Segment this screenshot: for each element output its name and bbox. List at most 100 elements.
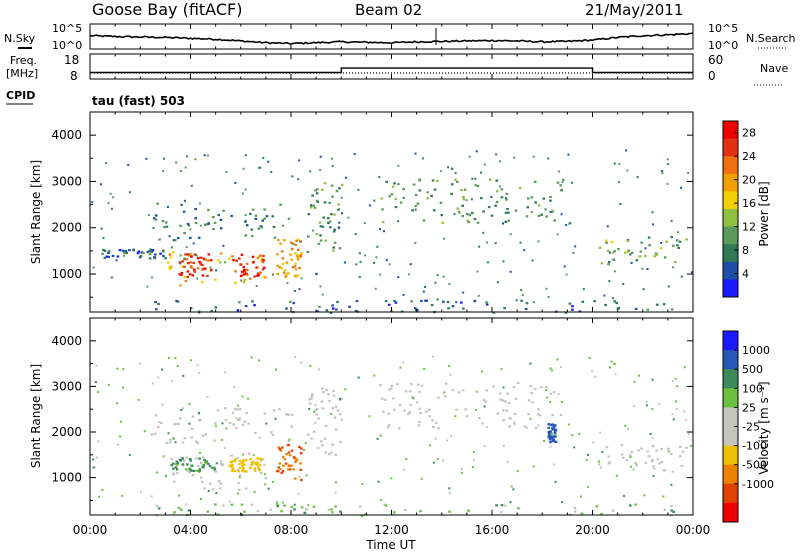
data-cell [259,471,263,475]
data-scatter [421,157,424,160]
data-cell [240,503,244,506]
data-cell [414,204,417,208]
data-cell [568,302,572,305]
data-scatter [618,181,620,183]
data-scatter [242,192,244,195]
data-scatter [436,298,439,301]
data-scatter [442,459,444,462]
data-scatter [633,405,636,408]
data-scatter [344,176,347,179]
data-scatter [122,386,124,389]
data-cell [640,241,643,244]
data-cell [238,466,242,469]
data-cell [213,221,217,224]
data-cell [169,265,173,268]
data-scatter [258,436,261,439]
data-scatter [179,170,182,172]
data-cell [219,227,223,230]
data-cell [294,268,298,271]
data-cell [295,239,298,242]
data-cell [186,463,189,466]
data-cell [244,459,248,462]
data-scatter [242,453,245,456]
data-cell [504,400,507,403]
data-scatter [532,155,535,158]
data-scatter [609,366,611,369]
data-cell [315,413,318,416]
data-cell [278,462,282,465]
data-scatter [298,288,301,291]
data-cell [617,306,621,310]
data-cell [495,200,499,204]
data-scatter [532,465,535,468]
data-cell [332,394,336,397]
data-scatter [485,426,488,428]
data-scatter [579,495,582,498]
data-scatter [281,501,284,504]
data-cell [537,204,541,207]
data-cell [663,256,667,259]
data-cell [181,457,185,460]
data-cell [502,419,505,422]
data-scatter [101,488,104,491]
power-colorbar-label-28: 28 [742,127,756,140]
data-cell [467,221,470,224]
freq-tick-left-high: 18 [64,53,79,67]
data-cell [540,213,543,216]
data-cell [294,460,297,463]
data-cell [514,397,518,400]
data-scatter [567,153,570,156]
data-cell [287,217,291,220]
data-cell [204,461,207,464]
data-scatter [184,166,187,169]
data-scatter [224,371,227,374]
data-cell [214,306,218,309]
data-scatter [195,254,198,257]
data-cell [192,469,196,473]
data-cell [207,222,210,226]
data-scatter [483,163,486,166]
data-scatter [414,152,417,155]
data-scatter [358,276,361,278]
data-cell [553,431,557,435]
data-scatter [587,485,590,488]
data-cell [169,267,172,271]
xtick-label-4: 16:00 [475,523,510,537]
noise-panel: N.Sky 10^5 10^0 10^5 10^0 N.Search [4,22,796,52]
station-title: Goose Bay (fitACF) [92,0,242,19]
data-cell [190,464,194,467]
data-scatter [572,251,575,254]
data-cell [436,179,439,182]
data-cell [256,457,259,460]
data-cell [627,249,630,252]
data-region-0 [152,202,291,242]
data-cell [196,441,200,444]
data-cell [194,440,198,443]
power-yticks: 1000 2000 3000 4000 [51,128,693,298]
data-cell [167,261,170,264]
data-cell [440,214,444,217]
data-cell [553,219,556,222]
ytick-label-4000: 4000 [51,334,82,348]
data-scatter [264,483,267,486]
data-cell [394,205,398,209]
velocity-colorbar-swatch [723,502,738,523]
data-scatter [194,158,197,161]
data-cell [221,463,224,466]
data-cell [261,268,265,271]
data-cell [149,248,153,251]
data-scatter [98,495,101,498]
data-cell [253,304,256,307]
data-scatter [537,424,540,427]
data-scatter [298,475,301,478]
data-cell [185,456,189,459]
velocity-colorbar-label-3: 25 [742,401,756,414]
data-cell [634,307,638,310]
data-scatter [259,166,262,169]
data-cell [556,181,560,184]
data-scatter [641,267,644,270]
data-cell [207,259,210,262]
data-cell [380,397,384,400]
data-cell [251,460,255,463]
data-cell [224,407,227,410]
